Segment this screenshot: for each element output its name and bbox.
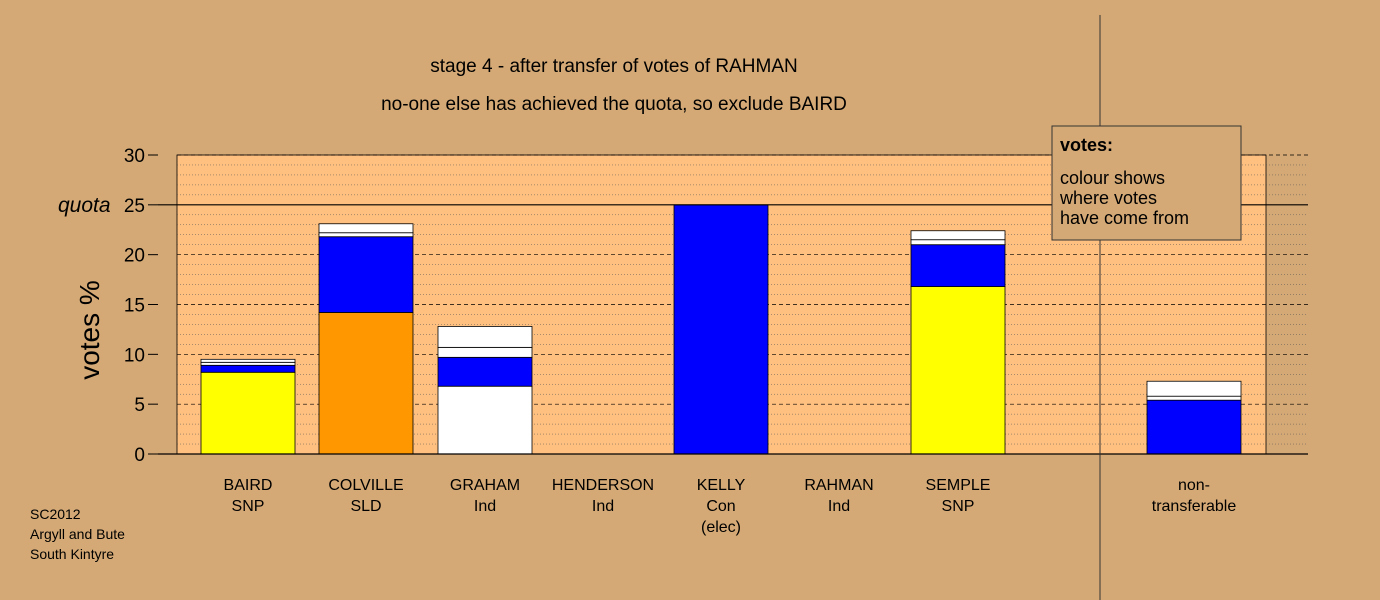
bar-segment	[1146, 395, 1242, 401]
footer-line: Argyll and Bute	[30, 526, 125, 542]
footer-source: SC2012 Argyll and Bute South Kintyre	[30, 506, 125, 562]
bar-segment	[437, 326, 533, 348]
bars	[200, 204, 1242, 455]
x-tick-label: SLD	[350, 498, 381, 515]
bar-segment	[437, 346, 533, 358]
legend-title: votes:	[1060, 135, 1113, 155]
x-tick-label: transferable	[1152, 498, 1237, 515]
x-tick-labels: BAIRD SNP COLVILLE SLD GRAHAM Ind HENDERSON Ind…	[224, 477, 1237, 536]
y-tick-label: 15	[124, 296, 145, 317]
x-tick-label: BAIRD	[224, 477, 273, 494]
bar-segment	[318, 232, 414, 238]
legend-line: have come from	[1060, 208, 1189, 228]
bar-segment	[200, 358, 296, 363]
bar-segment	[318, 236, 414, 313]
bar-segment	[200, 371, 296, 455]
y-tick-label: 5	[134, 395, 145, 416]
x-tick-label: SNP	[232, 498, 265, 515]
bar-segment	[437, 385, 533, 455]
legend-box: votes: colour shows where votes have com…	[1051, 125, 1242, 241]
y-tick-labels: 0 5 10 15 20 25 30	[124, 146, 158, 466]
y-tick-label: 0	[134, 445, 145, 466]
bar-segment	[910, 230, 1006, 241]
y-tick-label: 30	[124, 146, 145, 167]
legend-line: where votes	[1059, 188, 1157, 208]
x-tick-label: SNP	[942, 498, 975, 515]
bar-segment	[910, 239, 1006, 246]
x-tick-label: RAHMAN	[804, 477, 873, 494]
x-tick-label: (elec)	[701, 519, 741, 536]
y-tick-label: 10	[124, 345, 145, 366]
legend-background	[1051, 125, 1242, 241]
bar-segment	[1146, 380, 1242, 397]
x-tick-label: GRAHAM	[450, 477, 520, 494]
x-tick-label: Con	[706, 498, 735, 515]
bar-segment	[1146, 399, 1242, 455]
footer-line: South Kintyre	[30, 546, 114, 562]
footer-line: SC2012	[30, 506, 81, 522]
legend-line: colour shows	[1060, 168, 1165, 188]
x-tick-label: Ind	[592, 498, 614, 515]
x-tick-label: SEMPLE	[926, 477, 991, 494]
x-tick-label: non-	[1178, 477, 1210, 494]
bar-segment	[673, 204, 769, 455]
quota-label: quota	[58, 194, 111, 217]
y-tick-label: 25	[124, 196, 145, 217]
x-tick-label: Ind	[828, 498, 850, 515]
bar-segment	[437, 356, 533, 387]
bar-segment	[318, 312, 414, 455]
x-tick-label: HENDERSON	[552, 477, 654, 494]
x-tick-label: KELLY	[697, 477, 746, 494]
y-axis-label: votes %	[74, 280, 105, 380]
chart-title-line1: stage 4 - after transfer of votes of RAH…	[430, 56, 797, 77]
bar-segment	[910, 286, 1006, 455]
bar-segment	[318, 223, 414, 234]
y-tick-label: 20	[124, 246, 145, 267]
chart-title-line2: no-one else has achieved the quota, so e…	[381, 94, 847, 115]
bar-segment	[910, 244, 1006, 287]
x-tick-label: COLVILLE	[328, 477, 403, 494]
bar-segment	[200, 364, 296, 373]
bar-segment	[200, 361, 296, 366]
x-tick-label: Ind	[474, 498, 496, 515]
